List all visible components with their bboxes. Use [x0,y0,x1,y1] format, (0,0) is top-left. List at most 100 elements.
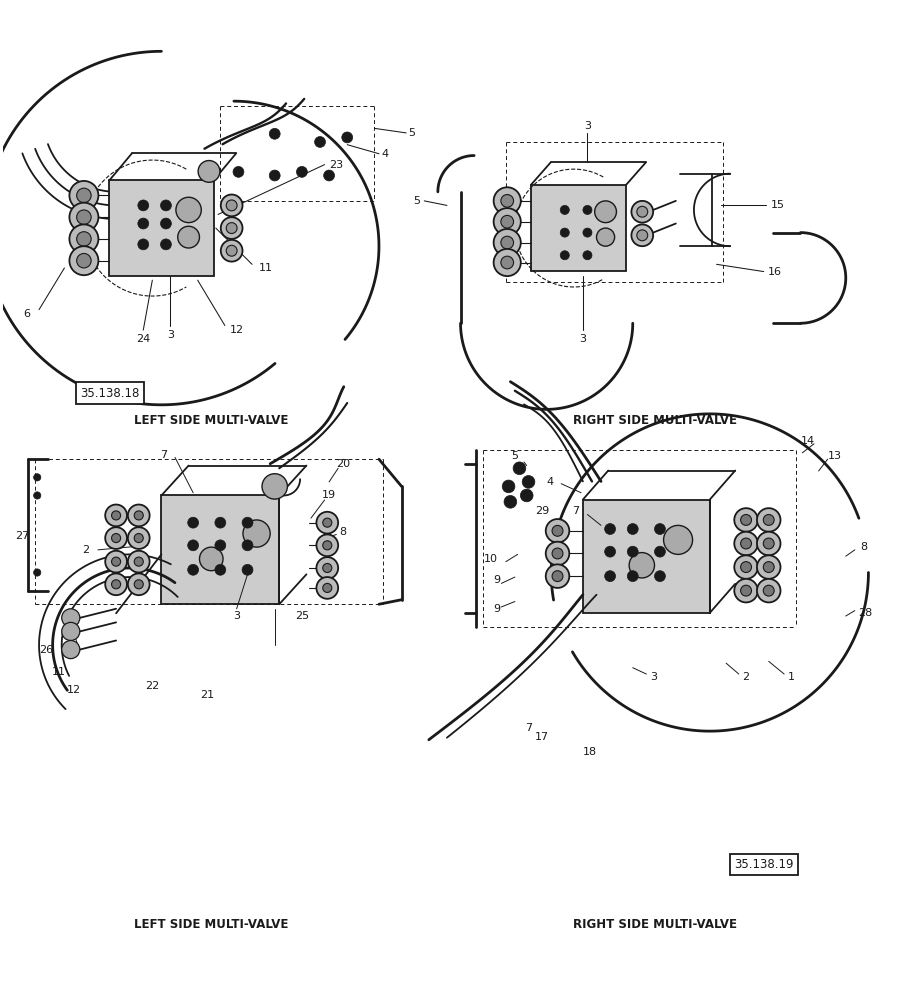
Circle shape [740,562,751,573]
Text: 7: 7 [525,723,531,733]
Circle shape [69,181,98,210]
Circle shape [545,519,568,543]
Circle shape [500,236,513,249]
Text: 35.138.19: 35.138.19 [733,858,793,871]
Circle shape [627,546,638,557]
Circle shape [733,555,757,579]
Text: 27: 27 [15,531,30,541]
Text: 7: 7 [571,506,578,516]
Circle shape [261,474,287,499]
Circle shape [559,228,568,237]
Text: 3: 3 [578,334,586,344]
Circle shape [134,534,143,543]
Circle shape [513,462,526,475]
Text: 2: 2 [83,545,89,555]
Circle shape [582,205,591,214]
Circle shape [215,540,226,551]
Circle shape [493,249,520,276]
Circle shape [342,132,353,143]
Text: 18: 18 [582,747,597,757]
Circle shape [493,229,520,256]
Circle shape [69,203,98,232]
Text: 6: 6 [23,309,30,319]
Circle shape [551,525,562,536]
Circle shape [756,532,780,555]
Text: 28: 28 [857,608,872,618]
Bar [109,180,213,276]
Circle shape [69,246,98,275]
Circle shape [559,251,568,260]
Circle shape [733,579,757,602]
Circle shape [322,563,332,573]
Circle shape [654,546,665,557]
Circle shape [636,206,647,217]
Circle shape [604,524,615,534]
Circle shape [493,208,520,235]
Text: 3: 3 [650,672,657,682]
Circle shape [188,540,199,551]
Bar [582,500,709,613]
Circle shape [138,239,148,250]
Text: 11: 11 [259,263,273,273]
Circle shape [733,532,757,555]
Circle shape [34,474,41,481]
Text: 5: 5 [511,451,517,461]
Circle shape [77,232,91,246]
Text: 25: 25 [294,611,309,621]
Text: 16: 16 [767,267,782,277]
Circle shape [62,622,80,640]
Circle shape [128,551,149,573]
Circle shape [134,557,143,566]
Text: 5: 5 [407,128,415,138]
Circle shape [160,200,171,211]
Circle shape [756,555,780,579]
Circle shape [69,224,98,253]
Text: 21: 21 [200,690,213,700]
Circle shape [111,580,120,589]
Circle shape [241,564,252,575]
Circle shape [322,583,332,592]
Text: 4: 4 [546,477,553,487]
Text: 8: 8 [859,542,866,552]
Circle shape [500,195,513,207]
Text: LEFT SIDE MULTI-VALVE: LEFT SIDE MULTI-VALVE [134,414,288,427]
Circle shape [296,166,307,177]
Circle shape [269,128,280,139]
Circle shape [559,205,568,214]
Circle shape [493,187,520,214]
Text: 9: 9 [493,604,500,614]
Circle shape [740,585,751,596]
Circle shape [200,547,223,571]
Circle shape [627,524,638,534]
Circle shape [105,551,127,573]
Circle shape [77,210,91,224]
Circle shape [740,538,751,549]
Circle shape [316,512,338,534]
Circle shape [62,609,80,627]
Text: 7: 7 [160,450,168,460]
Text: RIGHT SIDE MULTI-VALVE: RIGHT SIDE MULTI-VALVE [573,918,737,931]
Bar [161,495,279,604]
Text: 1: 1 [787,672,794,682]
Circle shape [34,492,41,499]
Circle shape [198,161,220,182]
Circle shape [111,511,120,520]
Circle shape [756,579,780,602]
Circle shape [134,511,143,520]
Text: 3: 3 [167,330,174,340]
Text: 12: 12 [230,325,243,335]
Circle shape [138,200,148,211]
Text: 24: 24 [136,334,150,344]
Text: 8: 8 [339,527,346,537]
Circle shape [77,253,91,268]
Circle shape [188,517,199,528]
Text: 20: 20 [335,459,350,469]
Circle shape [226,223,237,234]
Circle shape [322,541,332,550]
Circle shape [582,228,591,237]
Text: 3: 3 [233,611,240,621]
Text: RIGHT SIDE MULTI-VALVE: RIGHT SIDE MULTI-VALVE [573,414,737,427]
Circle shape [604,546,615,557]
Text: 5: 5 [413,196,419,206]
Circle shape [232,166,243,177]
